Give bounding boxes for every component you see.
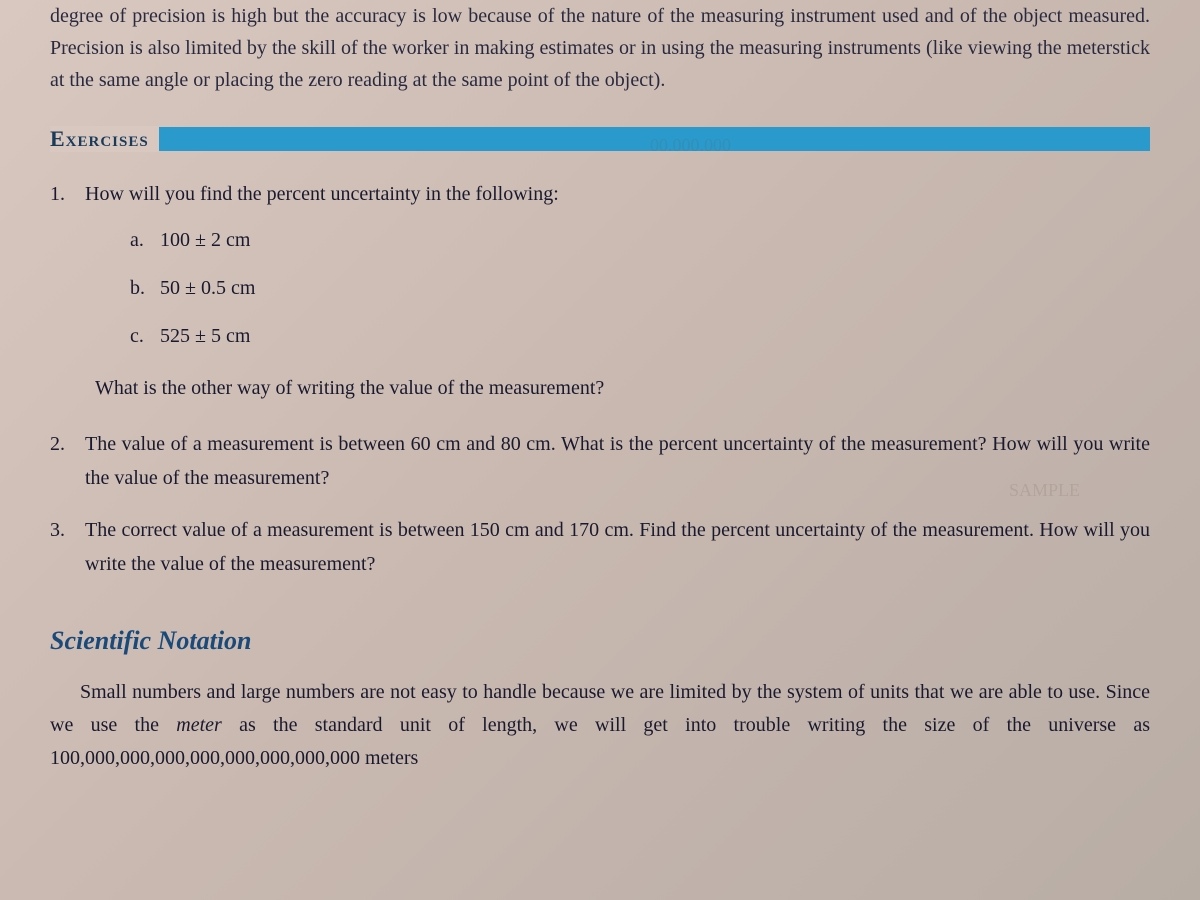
- sub-item-b: b. 50 ± 0.5 cm: [130, 271, 1150, 305]
- body-italic: meter: [176, 714, 222, 736]
- sub-item-a: a. 100 ± 2 cm: [130, 223, 1150, 257]
- question-2: 2. The value of a measurement is between…: [50, 427, 1150, 495]
- sub-item-c: c. 525 ± 5 cm: [130, 319, 1150, 353]
- question-text: How will you find the percent uncertaint…: [85, 177, 1150, 211]
- sub-letter: c.: [130, 319, 160, 353]
- sub-items: a. 100 ± 2 cm b. 50 ± 0.5 cm c. 525 ± 5 …: [130, 223, 1150, 353]
- exercises-bar: [159, 127, 1150, 151]
- sub-value: 100 ± 2 cm: [160, 223, 250, 257]
- sub-value: 50 ± 0.5 cm: [160, 271, 255, 305]
- intro-paragraph: degree of precision is high but the accu…: [50, 0, 1150, 96]
- question-number: 2.: [50, 427, 85, 495]
- question-number: 3.: [50, 513, 85, 581]
- question-followup: What is the other way of writing the val…: [95, 371, 1150, 405]
- sub-value: 525 ± 5 cm: [160, 319, 250, 353]
- section-body: Small numbers and large numbers are not …: [50, 676, 1150, 775]
- exercises-label: Exercises: [50, 126, 159, 152]
- question-number: 1.: [50, 177, 85, 211]
- question-1: 1. How will you find the percent uncerta…: [50, 177, 1150, 405]
- sub-letter: b.: [130, 271, 160, 305]
- exercises-header: Exercises: [50, 126, 1150, 152]
- section-heading: Scientific Notation: [50, 626, 1150, 656]
- question-text: The value of a measurement is between 60…: [85, 427, 1150, 495]
- question-3: 3. The correct value of a measurement is…: [50, 513, 1150, 581]
- question-text: The correct value of a measurement is be…: [85, 513, 1150, 581]
- sub-letter: a.: [130, 223, 160, 257]
